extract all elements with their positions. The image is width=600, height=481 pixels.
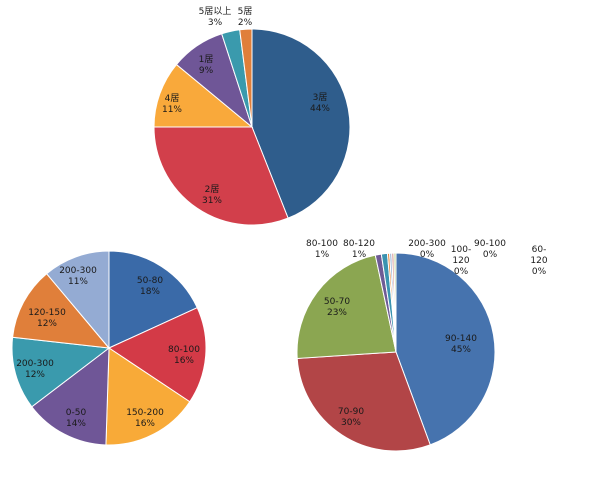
- slice-label-90-140: 90-140 45%: [445, 334, 477, 355]
- pie-slice-120-150: [12, 272, 111, 349]
- slice-label-4: 4居 11%: [162, 93, 182, 115]
- slice-label-200-300: 200-300 11%: [59, 266, 97, 287]
- pie-chart-rooms: 3居 44% 2居 31% 4居 11% 1居 9% 5居以上 3% 5居 2%: [153, 6, 351, 226]
- pie-chart-area: 50-80 18% 80-100 16% 150-200 16% 0-50 14% 200-30…: [11, 250, 207, 446]
- slice-label-0-50: 0-50 14%: [66, 408, 87, 429]
- slice-label-80-120: 80-120 1%: [343, 239, 375, 260]
- pie-slice-5: [239, 28, 253, 128]
- slice-label-80-100: 80-100 16%: [168, 345, 200, 366]
- pie-slice-50-80: [108, 250, 198, 349]
- slice-label-150-200: 150-200 16%: [126, 408, 164, 429]
- slice-label-5: 5居 2%: [238, 6, 253, 28]
- slice-label-50-80: 50-80 18%: [137, 276, 163, 297]
- slice-label-1: 1居 9%: [199, 54, 214, 76]
- slice-label-70-90: 70-90 30%: [338, 407, 364, 428]
- slice-label-200-300: 200-300 0%: [408, 239, 446, 260]
- slice-label-3: 3居 44%: [310, 92, 330, 114]
- slice-label-5: 5居以上 3%: [199, 6, 232, 28]
- pie-slice-60-120: [393, 252, 397, 353]
- pie-slice-200-300: [11, 336, 111, 408]
- slice-label-100-120: 100-120 0%: [451, 245, 471, 277]
- slice-label-120-150: 120-150 12%: [28, 308, 66, 329]
- pie-slice-80-100: [107, 307, 207, 403]
- slice-label-2: 2居 31%: [202, 184, 222, 206]
- slice-label-90-100: 90-100 0%: [474, 239, 506, 260]
- pie-slice-4: [153, 63, 254, 128]
- slice-label-80-100: 80-100 1%: [306, 239, 338, 260]
- pie-slice-0-50: [31, 346, 110, 446]
- pie-slice-200-300: [45, 250, 110, 350]
- pie-slice-2: [153, 126, 289, 226]
- pie-slice-150-200: [105, 347, 191, 446]
- pie-slice-50-70: [296, 254, 397, 359]
- slice-label-200-300: 200-300 12%: [16, 359, 54, 380]
- pie-slice-90-140: [395, 252, 496, 446]
- slice-label-60-120: 60-120 0%: [530, 245, 547, 277]
- pie-slice-3: [251, 28, 351, 219]
- slice-label-50-70: 50-70 23%: [324, 297, 350, 318]
- pie-slice-70-90: [296, 351, 431, 452]
- pie-chart-area-range: 90-140 45% 70-90 30% 50-70 23% 80-100 1%80-120 1…: [296, 239, 548, 452]
